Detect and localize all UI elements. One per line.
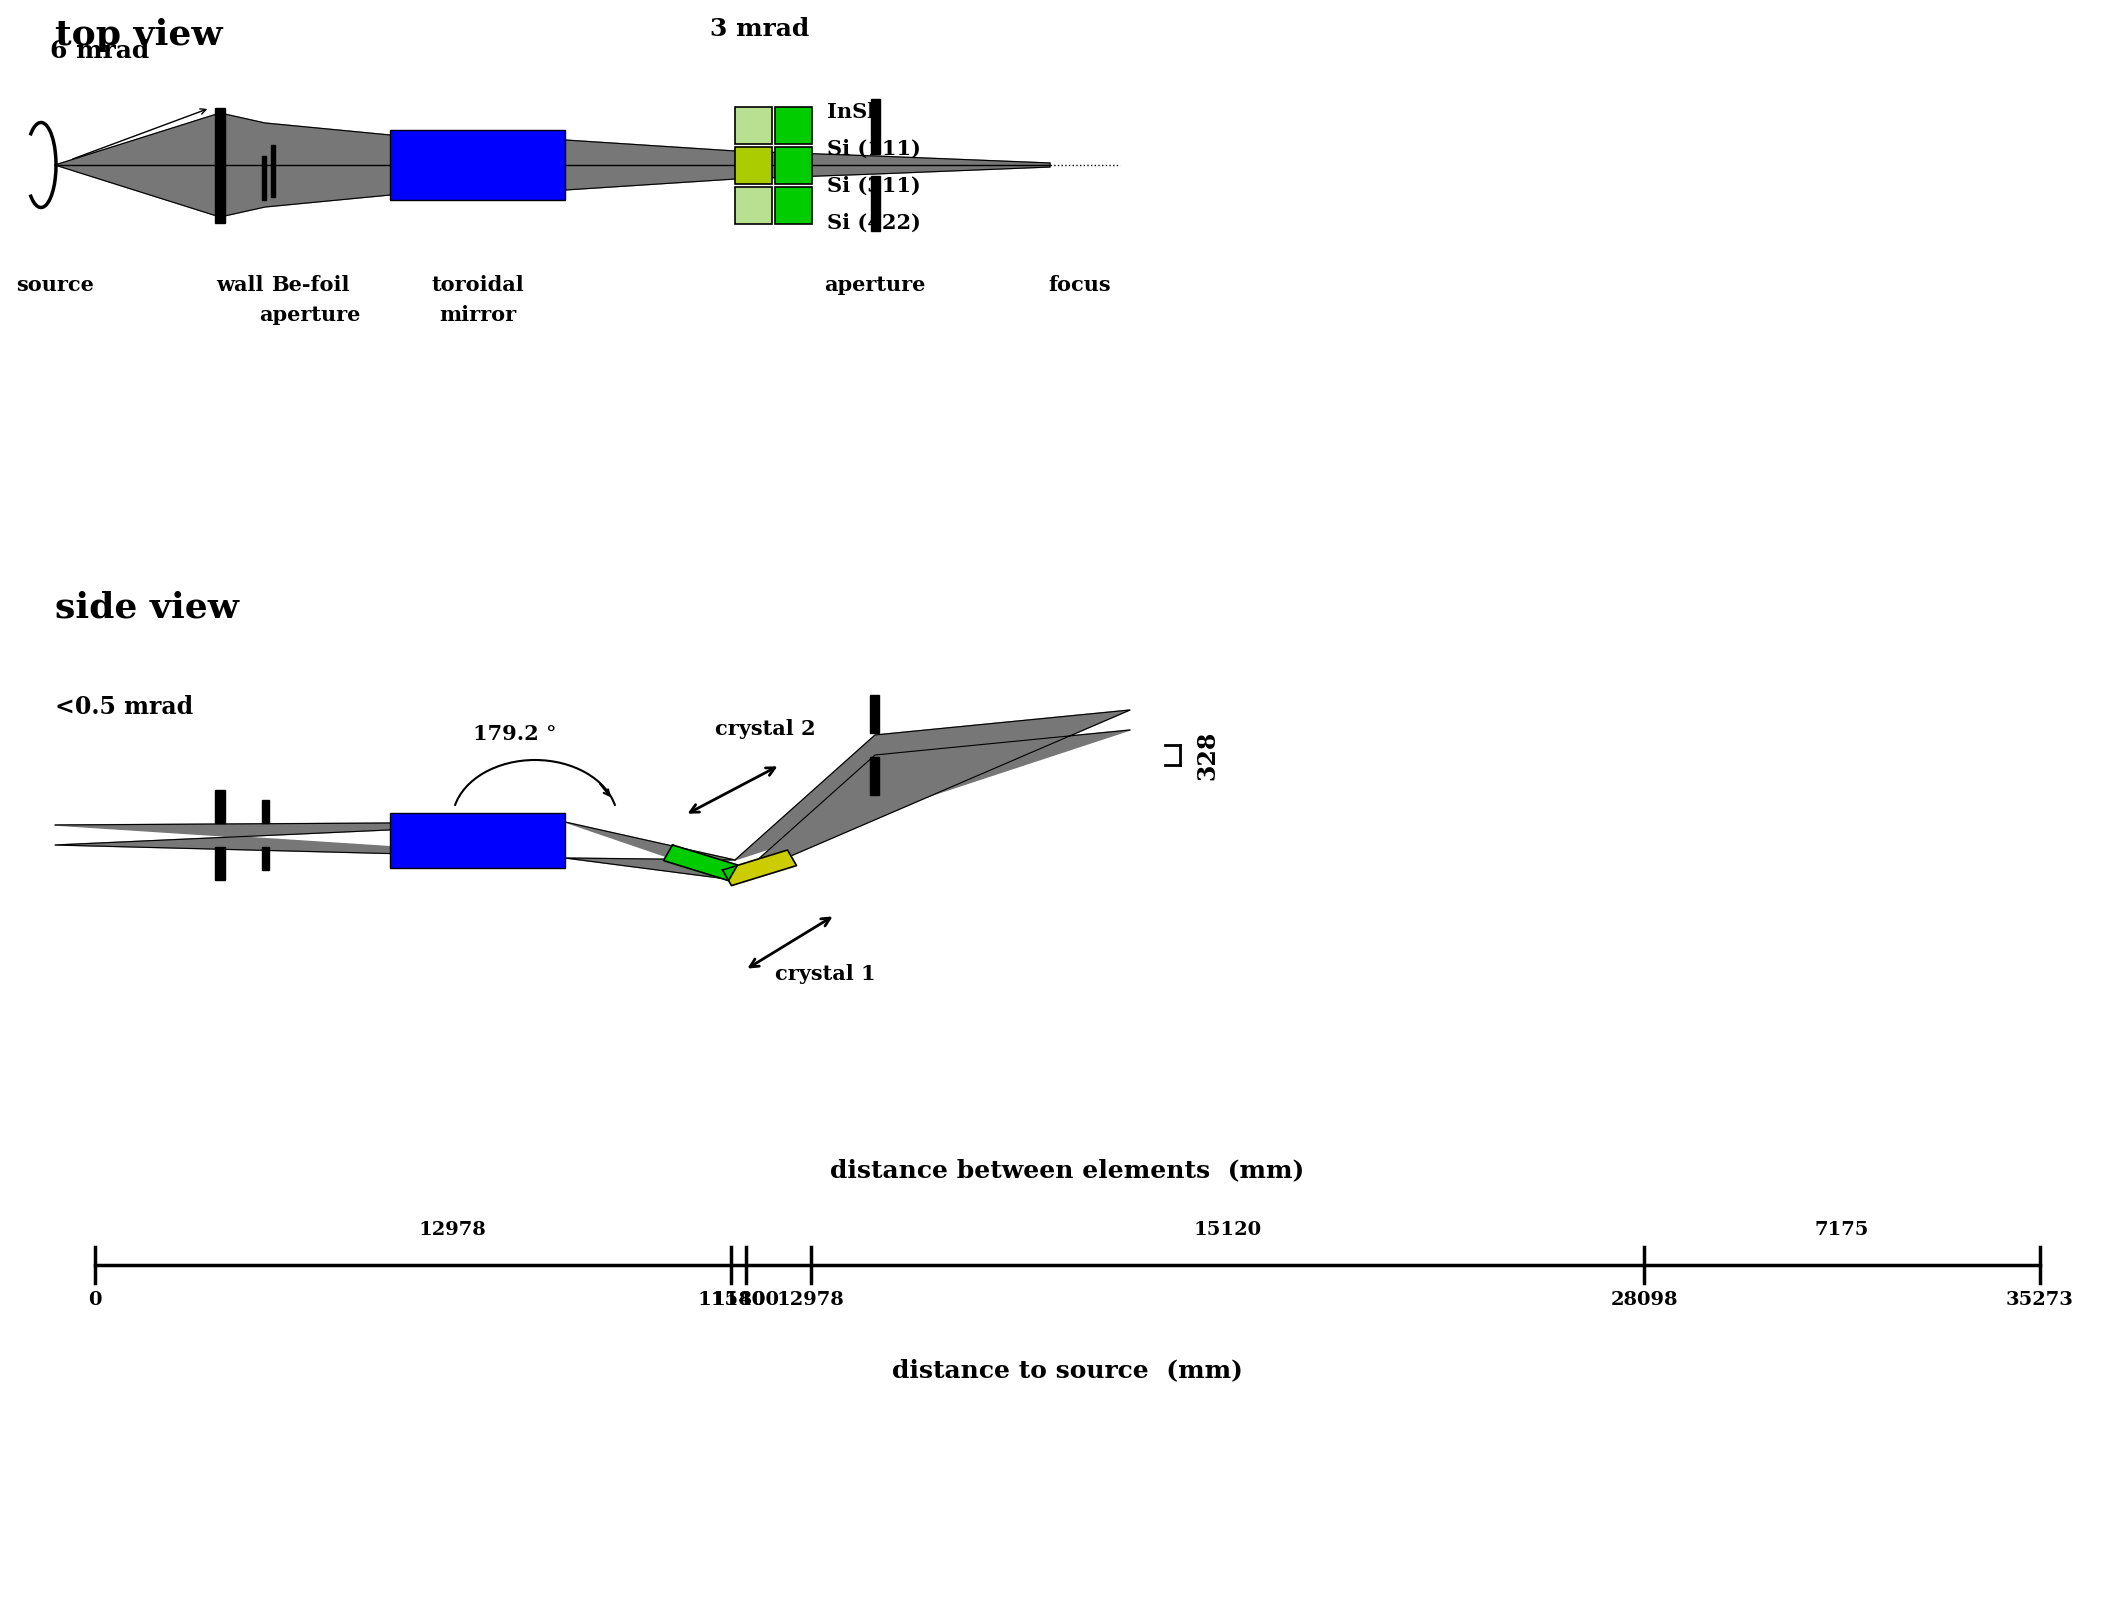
Text: focus: focus: [1049, 275, 1111, 295]
Text: 28098: 28098: [1610, 1291, 1678, 1309]
Text: 12978: 12978: [777, 1291, 845, 1309]
Bar: [391, 813, 565, 867]
Text: 15120: 15120: [1194, 1221, 1262, 1239]
Text: Si (311): Si (311): [826, 175, 920, 196]
Bar: [775, 146, 811, 183]
Bar: [215, 107, 225, 222]
Text: <0.5 mrad: <0.5 mrad: [55, 695, 193, 719]
Text: 328: 328: [1196, 731, 1219, 779]
Text: 0: 0: [89, 1291, 102, 1309]
Text: 35273: 35273: [2005, 1291, 2073, 1309]
Bar: [261, 156, 266, 199]
Text: 6 mrad: 6 mrad: [51, 39, 149, 63]
Text: InSb: InSb: [826, 102, 881, 122]
Text: 179.2 °: 179.2 °: [474, 724, 556, 744]
Bar: [735, 146, 771, 183]
Bar: [775, 186, 811, 224]
Bar: [871, 177, 879, 232]
Bar: [871, 99, 879, 154]
Text: toroidal: toroidal: [431, 275, 525, 295]
Text: wall: wall: [217, 275, 263, 295]
Polygon shape: [722, 850, 796, 886]
Bar: [261, 847, 270, 870]
Bar: [871, 695, 879, 732]
Text: 12978: 12978: [418, 1221, 486, 1239]
Polygon shape: [663, 846, 737, 881]
Text: side view: side view: [55, 590, 238, 624]
Polygon shape: [55, 821, 565, 859]
Polygon shape: [55, 113, 1049, 217]
Bar: [272, 146, 276, 198]
Bar: [735, 107, 771, 144]
Bar: [871, 757, 879, 795]
Text: Si (422): Si (422): [826, 212, 922, 233]
Text: mirror: mirror: [440, 305, 516, 326]
Bar: [215, 847, 225, 880]
Text: crystal 2: crystal 2: [714, 719, 816, 739]
Polygon shape: [735, 710, 1130, 880]
Text: 7175: 7175: [1816, 1221, 1869, 1239]
Bar: [261, 800, 270, 823]
Text: aperture: aperture: [824, 275, 926, 295]
Text: top view: top view: [55, 18, 223, 52]
Bar: [775, 107, 811, 144]
Bar: [391, 130, 565, 199]
Text: source: source: [17, 275, 93, 295]
Text: distance between elements  (mm): distance between elements (mm): [830, 1158, 1304, 1183]
Text: 11800: 11800: [712, 1291, 780, 1309]
Text: 3 mrad: 3 mrad: [709, 16, 809, 40]
Text: aperture: aperture: [259, 305, 361, 326]
Text: Si (111): Si (111): [826, 138, 922, 159]
Text: crystal 1: crystal 1: [775, 964, 875, 983]
Text: distance to source  (mm): distance to source (mm): [892, 1358, 1243, 1382]
Bar: [735, 186, 771, 224]
Text: Be-foil: Be-foil: [270, 275, 348, 295]
Text: 11540: 11540: [697, 1291, 765, 1309]
Bar: [215, 791, 225, 823]
Polygon shape: [565, 821, 735, 880]
